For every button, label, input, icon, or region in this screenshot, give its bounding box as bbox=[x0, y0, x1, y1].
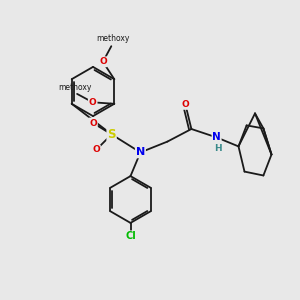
Text: methoxy: methoxy bbox=[96, 34, 130, 43]
Text: O: O bbox=[89, 98, 97, 107]
Text: O: O bbox=[182, 100, 189, 109]
Text: Cl: Cl bbox=[125, 231, 136, 242]
Text: O: O bbox=[99, 57, 107, 66]
Text: H: H bbox=[214, 144, 222, 153]
Text: O: O bbox=[92, 146, 100, 154]
Text: N: N bbox=[212, 132, 221, 142]
Text: N: N bbox=[136, 147, 145, 158]
Text: S: S bbox=[107, 128, 116, 141]
Text: methoxy: methoxy bbox=[58, 82, 92, 91]
Text: O: O bbox=[89, 118, 97, 127]
